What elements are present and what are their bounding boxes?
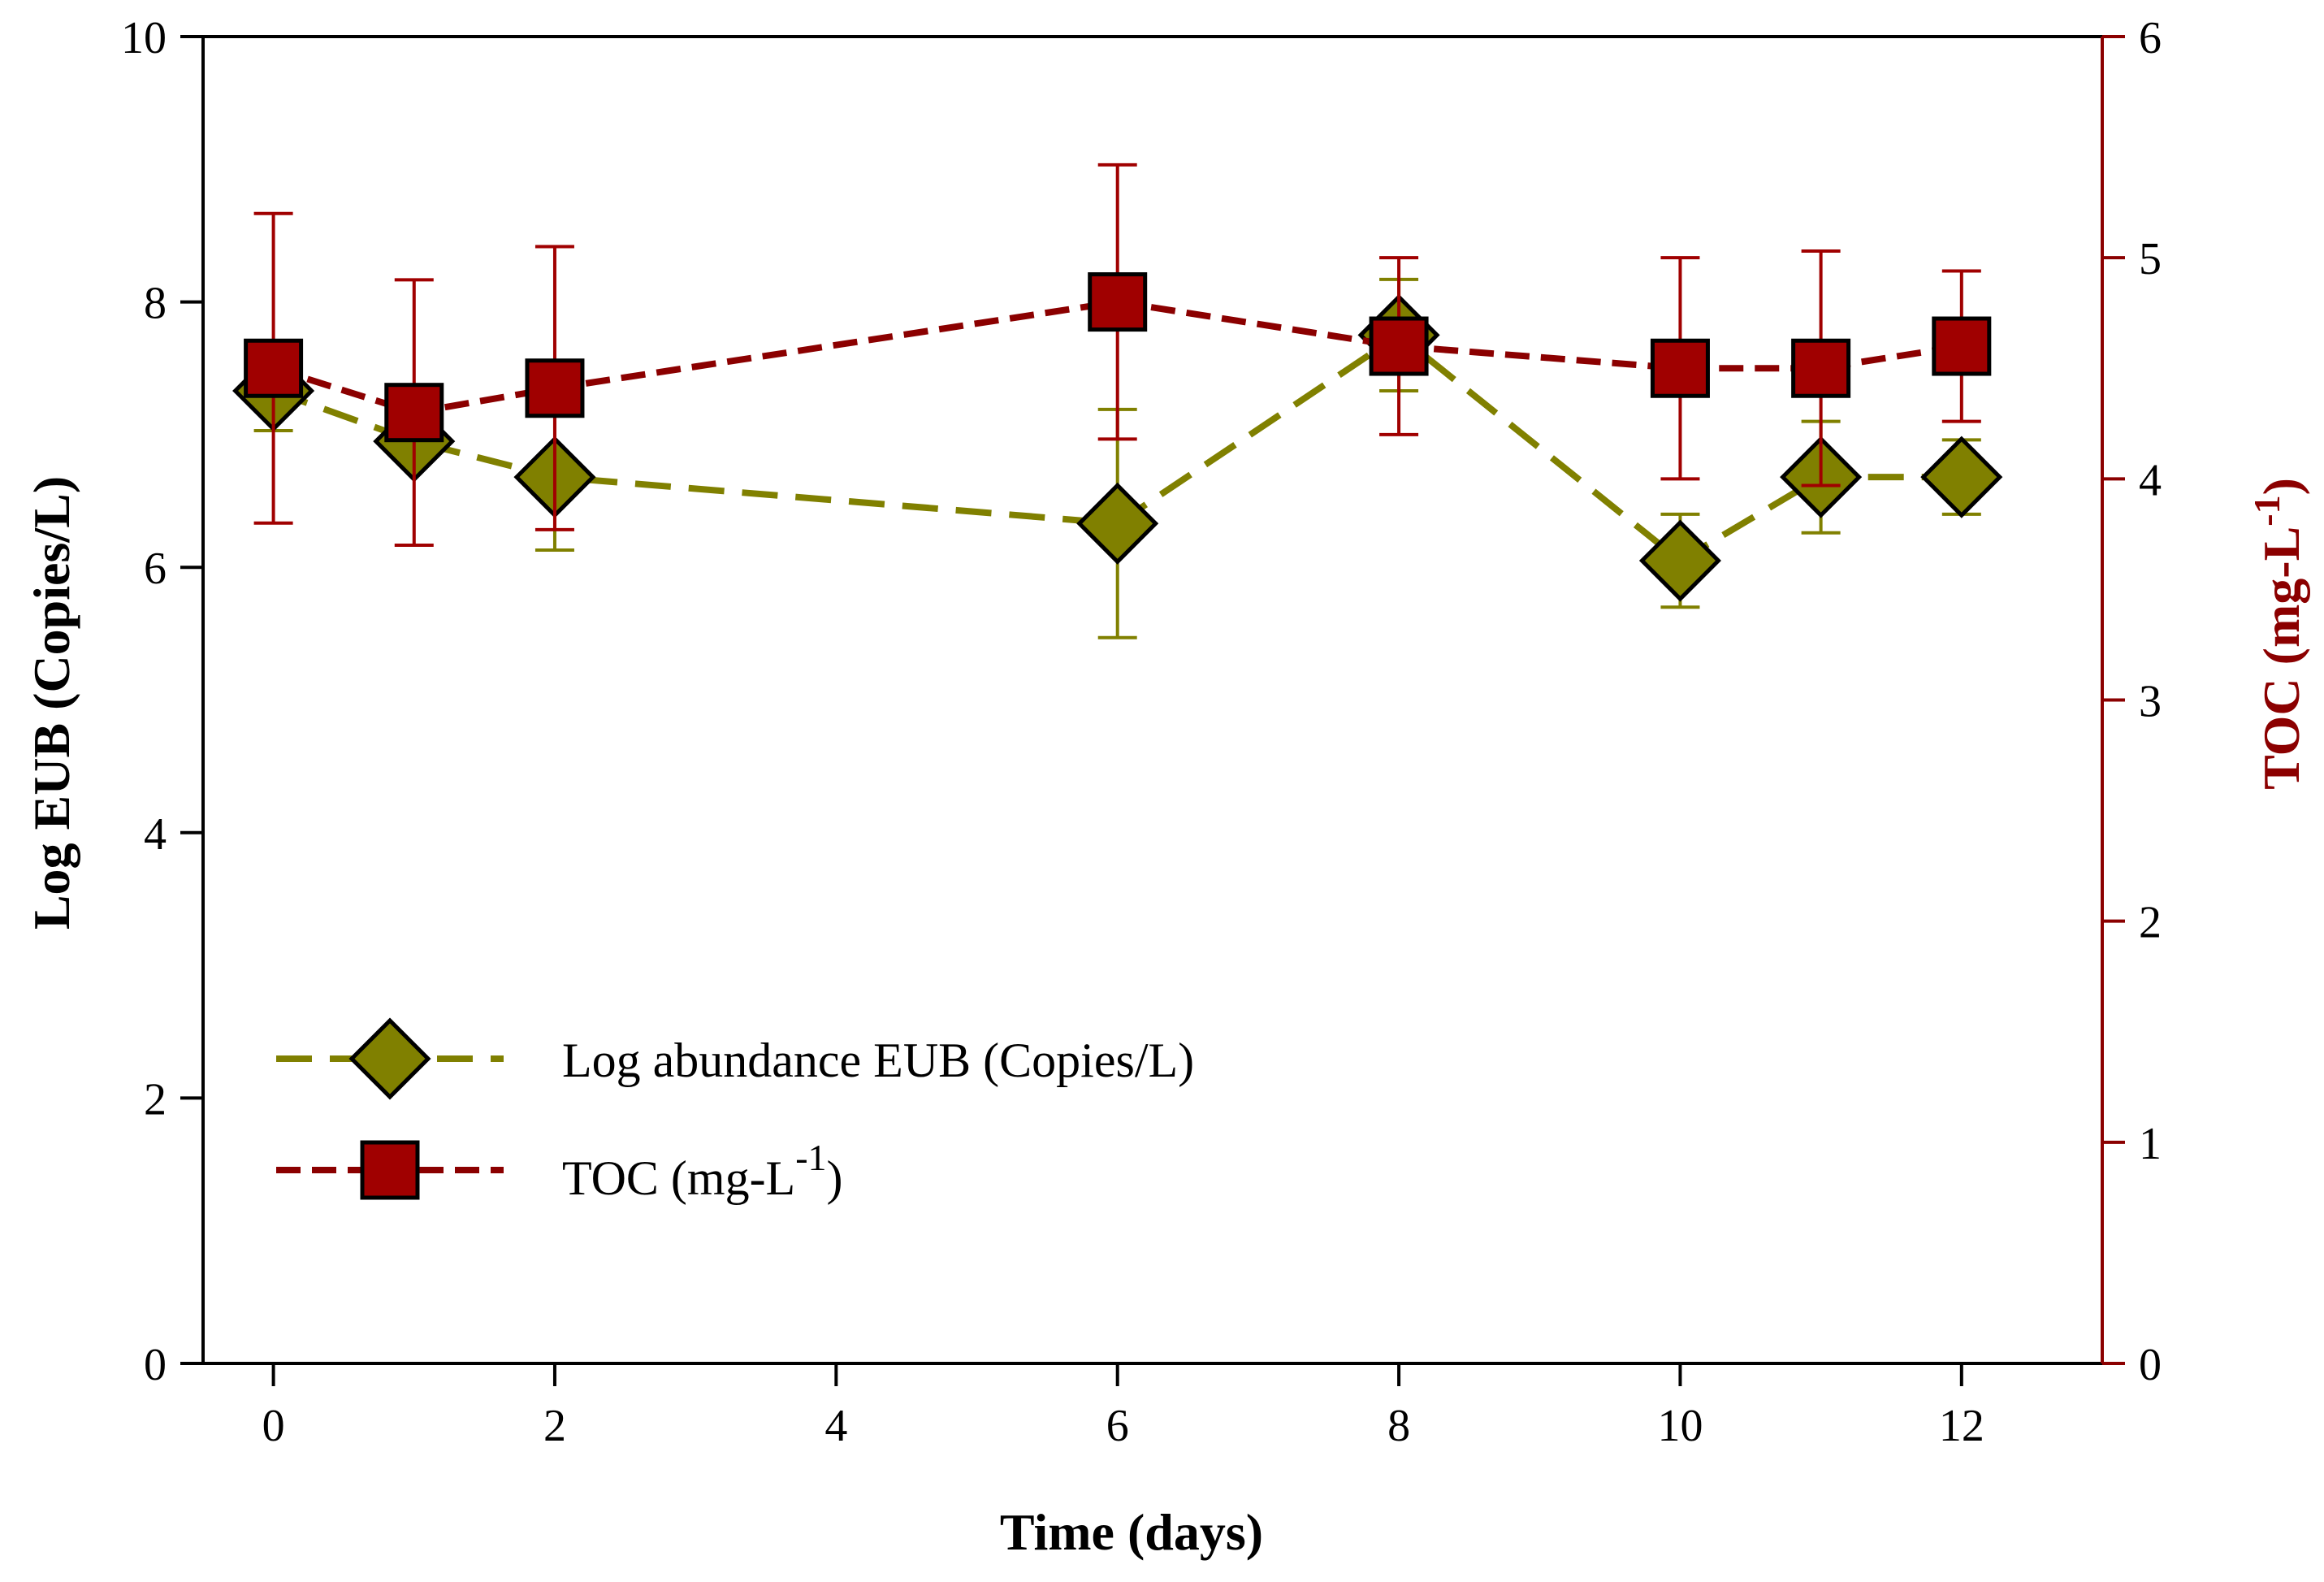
series-eub	[232, 277, 2003, 639]
left-y-axis-title: Log EUB (Copies/L)	[23, 476, 80, 930]
data-point-square	[1650, 338, 1710, 398]
data-point-diamond	[1638, 519, 1721, 602]
legend-label-toc: TOC (mg-L-1)	[562, 1137, 843, 1205]
plot-frame-layer	[201, 35, 2104, 1365]
series-toc	[244, 163, 1992, 547]
legend: Log abundance EUB (Copies/L) TOC (mg-L-1…	[276, 1017, 1194, 1205]
right-y-axis-title-superscript: -1	[2246, 495, 2287, 526]
x-tick-label: 10	[1657, 1401, 1703, 1451]
series-layer	[232, 163, 2003, 639]
x-tick-label: 8	[1387, 1401, 1410, 1451]
left-y-tick-label: 2	[144, 1074, 167, 1125]
left-y-tick-label: 8	[144, 279, 167, 329]
right-y-tick-label: 6	[2139, 13, 2162, 63]
x-axis-title: Time (days)	[1000, 1503, 1263, 1561]
x-tick-label: 4	[824, 1401, 847, 1451]
data-point-square	[525, 358, 585, 418]
legend-label-toc-superscript: -1	[795, 1137, 826, 1178]
axes-layer: Time (days) Log EUB (Copies/L) TOC (mg-L…	[23, 13, 2310, 1561]
left-y-tick-label: 10	[121, 13, 167, 63]
data-point-square	[1932, 316, 1992, 376]
right-y-tick-label: 1	[2139, 1119, 2162, 1169]
x-tick-label: 0	[262, 1401, 285, 1451]
left-y-tick-label: 6	[144, 544, 167, 594]
data-point-square	[1369, 316, 1429, 376]
left-y-tick-label: 4	[144, 809, 167, 860]
right-y-tick-label: 3	[2139, 677, 2162, 727]
x-tick-label: 12	[1939, 1401, 1984, 1451]
data-point-diamond	[1076, 482, 1159, 565]
left-y-tick-label: 0	[144, 1340, 167, 1390]
legend-marker-square	[360, 1140, 420, 1200]
x-tick-label: 6	[1106, 1401, 1129, 1451]
data-point-square	[384, 383, 444, 443]
legend-label-toc-main: TOC (mg-L	[562, 1151, 795, 1205]
right-y-tick-label: 4	[2139, 455, 2162, 505]
right-y-axis-title: TOC (mg-L-1)	[2246, 478, 2310, 790]
legend-label-eub: Log abundance EUB (Copies/L)	[562, 1034, 1194, 1087]
right-y-tick-label: 0	[2139, 1340, 2162, 1390]
legend-label-toc-end: )	[827, 1151, 843, 1205]
right-y-axis-title-main: TOC (mg-L	[2253, 527, 2310, 790]
data-point-square	[1791, 338, 1851, 398]
right-y-axis-title-end: )	[2253, 478, 2310, 495]
legend-marker-diamond	[348, 1017, 431, 1100]
data-point-square	[244, 338, 304, 398]
right-y-tick-label: 5	[2139, 234, 2162, 284]
x-tick-label: 2	[543, 1401, 566, 1451]
data-point-square	[1088, 272, 1148, 332]
data-point-diamond	[1920, 436, 2003, 518]
right-y-tick-label: 2	[2139, 898, 2162, 948]
